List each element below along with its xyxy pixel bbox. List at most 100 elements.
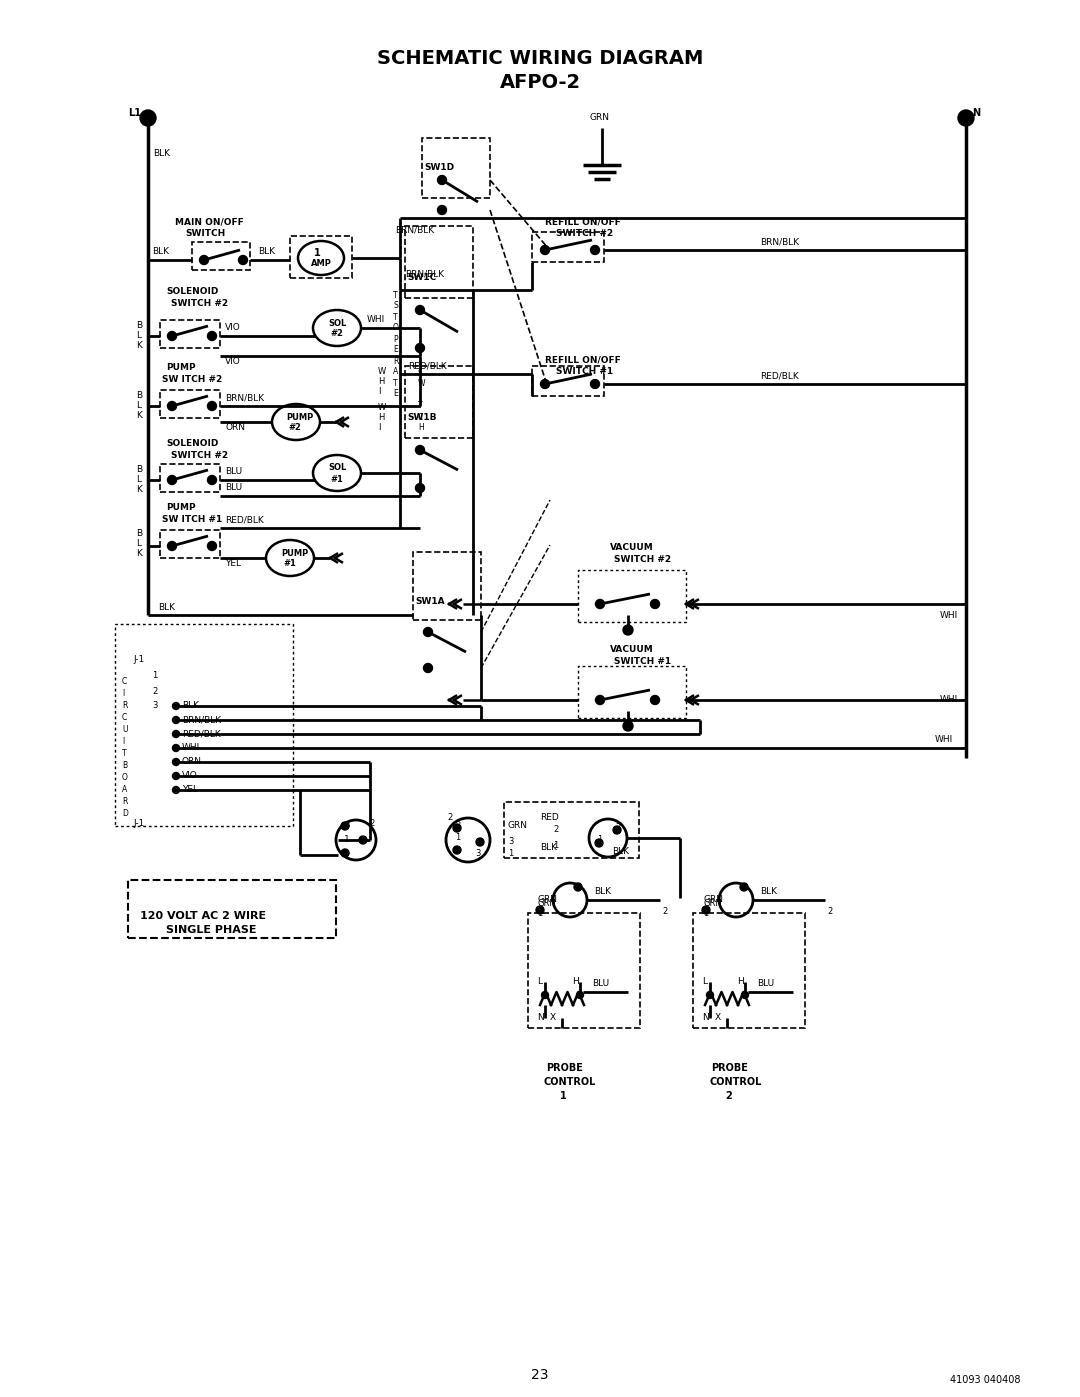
Text: ORN: ORN <box>183 757 202 767</box>
Circle shape <box>595 599 605 609</box>
Bar <box>504 802 639 858</box>
Circle shape <box>742 992 748 999</box>
Text: MAIN ON/OFF: MAIN ON/OFF <box>175 218 244 226</box>
Bar <box>528 914 640 1028</box>
Circle shape <box>416 344 424 352</box>
Text: BLK: BLK <box>152 247 168 257</box>
Text: GRN: GRN <box>538 895 558 904</box>
Text: 1: 1 <box>455 834 460 842</box>
Text: BLK: BLK <box>183 701 199 711</box>
Text: RED/BLK: RED/BLK <box>760 372 799 380</box>
Text: 2: 2 <box>447 813 453 823</box>
Text: H: H <box>378 377 384 387</box>
Text: PUMP: PUMP <box>286 412 313 422</box>
Text: RED: RED <box>540 813 558 823</box>
Text: 2: 2 <box>152 686 158 696</box>
Circle shape <box>207 331 216 341</box>
Circle shape <box>536 907 544 914</box>
Text: PUMP: PUMP <box>166 363 195 373</box>
Circle shape <box>423 664 432 672</box>
Text: P: P <box>393 334 397 344</box>
Text: K: K <box>136 549 141 559</box>
Text: WHI: WHI <box>940 610 958 619</box>
Text: O: O <box>393 324 399 332</box>
Text: K: K <box>136 486 141 495</box>
Text: WHI: WHI <box>367 316 386 324</box>
Text: T: T <box>393 379 397 387</box>
Text: I: I <box>378 387 380 397</box>
Text: R: R <box>122 701 127 711</box>
Text: BLK: BLK <box>594 887 611 897</box>
Circle shape <box>239 256 247 264</box>
Text: 1: 1 <box>345 835 350 845</box>
Bar <box>291 236 352 278</box>
Circle shape <box>650 696 660 704</box>
Bar <box>405 226 473 298</box>
Circle shape <box>423 627 432 637</box>
Text: I: I <box>122 690 124 698</box>
Text: GRN: GRN <box>703 898 721 908</box>
Text: L: L <box>136 401 141 411</box>
Text: 23: 23 <box>531 1368 549 1382</box>
Text: SWITCH #1: SWITCH #1 <box>556 367 613 377</box>
Circle shape <box>140 110 156 126</box>
Text: 1: 1 <box>703 908 708 918</box>
Text: ORN: ORN <box>225 423 245 433</box>
Text: I: I <box>378 423 380 433</box>
Text: T: T <box>393 291 397 299</box>
Text: BLK: BLK <box>612 848 629 856</box>
Text: REFILL ON/OFF: REFILL ON/OFF <box>545 218 621 226</box>
Text: A: A <box>122 785 127 795</box>
Circle shape <box>173 773 179 780</box>
Text: SOL: SOL <box>328 464 347 472</box>
Bar <box>578 666 686 718</box>
Text: BLK: BLK <box>158 602 175 612</box>
Text: R: R <box>393 356 399 366</box>
Text: 1: 1 <box>561 1091 567 1101</box>
Text: H: H <box>572 978 579 986</box>
Text: SW1B: SW1B <box>407 414 436 422</box>
Bar <box>114 624 293 826</box>
Text: C: C <box>122 714 127 722</box>
Text: #2: #2 <box>330 330 342 338</box>
Text: GRN: GRN <box>703 895 723 904</box>
Text: VIO: VIO <box>225 358 241 366</box>
Text: SW1D: SW1D <box>424 163 454 172</box>
Text: BLK: BLK <box>540 844 557 852</box>
Text: 1: 1 <box>314 249 321 258</box>
Text: 3: 3 <box>152 701 158 711</box>
Text: PUMP: PUMP <box>166 503 195 513</box>
Bar <box>532 232 604 263</box>
Text: RED/BLK: RED/BLK <box>183 729 220 739</box>
Bar <box>405 366 473 439</box>
Text: U: U <box>122 725 127 735</box>
Text: PROBE: PROBE <box>711 1063 747 1073</box>
Text: I: I <box>122 738 124 746</box>
Text: 2: 2 <box>827 908 833 916</box>
Text: E: E <box>393 390 397 398</box>
Text: L: L <box>136 331 141 341</box>
Circle shape <box>200 256 208 264</box>
Text: SINGLE PHASE: SINGLE PHASE <box>166 925 257 935</box>
Circle shape <box>623 721 633 731</box>
Circle shape <box>207 542 216 550</box>
Text: T: T <box>393 313 397 321</box>
Text: VIO: VIO <box>183 771 198 781</box>
Text: BLK: BLK <box>258 247 275 257</box>
Circle shape <box>573 883 582 891</box>
Text: X: X <box>715 1013 721 1023</box>
Text: 2: 2 <box>369 819 375 827</box>
Circle shape <box>591 380 599 388</box>
Circle shape <box>359 835 367 844</box>
Text: WHI: WHI <box>183 743 200 753</box>
Circle shape <box>416 306 424 314</box>
Bar <box>160 529 220 557</box>
Text: O: O <box>122 774 127 782</box>
Circle shape <box>173 731 179 738</box>
Text: 2: 2 <box>455 820 460 830</box>
Text: PUMP: PUMP <box>281 549 308 557</box>
Circle shape <box>437 176 446 184</box>
Circle shape <box>591 246 599 254</box>
Text: SWITCH #2: SWITCH #2 <box>556 229 613 239</box>
Text: I: I <box>418 391 420 400</box>
